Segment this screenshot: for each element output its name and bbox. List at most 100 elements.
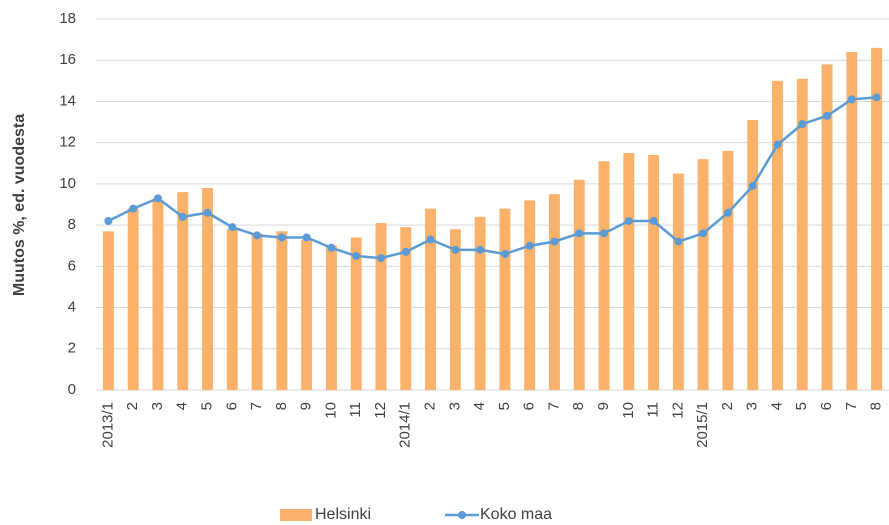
y-tick-label: 16 [59, 51, 76, 68]
line-marker [550, 237, 559, 246]
bar [102, 231, 114, 390]
x-tick-label: 11 [347, 402, 364, 418]
bar [598, 161, 610, 390]
bar [325, 245, 337, 390]
line-marker [451, 245, 460, 254]
x-tick-label: 6 [223, 402, 240, 410]
bar [276, 231, 288, 390]
x-tick-label: 7 [843, 402, 860, 410]
x-tick-label: 11 [645, 402, 662, 418]
bar [672, 173, 684, 390]
legend-label: Helsinki [315, 506, 371, 523]
x-tick-label: 4 [768, 402, 785, 410]
line-marker [104, 216, 113, 225]
line-marker [327, 243, 336, 252]
bar [127, 208, 139, 390]
line [107, 96, 877, 260]
x-tick-label: 2014/1 [397, 402, 414, 448]
x-tick-label: 2 [422, 402, 439, 410]
x-tick-label: 9 [595, 402, 612, 410]
line-marker [699, 229, 708, 238]
bar [871, 47, 883, 390]
line-marker [649, 216, 658, 225]
x-tick-label: 3 [149, 402, 166, 410]
x-tick-label: 6 [818, 402, 835, 410]
line-marker [575, 229, 584, 238]
bar [375, 223, 387, 390]
x-tick-label: 12 [372, 402, 389, 419]
y-tick-label: 10 [59, 175, 76, 192]
line-marker [178, 212, 187, 221]
x-tick-label: 8 [273, 402, 290, 410]
x-tick-label: 5 [793, 402, 810, 410]
line-marker [748, 181, 757, 190]
bar [425, 208, 436, 390]
line-marker [129, 204, 138, 213]
legend-swatch [280, 509, 312, 521]
bar [697, 159, 709, 390]
x-tick-label: 8 [570, 402, 587, 410]
x-tick-label: 4 [471, 402, 488, 410]
x-tick-label: 2 [124, 402, 141, 410]
bar [152, 200, 164, 390]
x-tick-label: 2 [719, 402, 736, 410]
y-tick-label: 4 [68, 299, 76, 316]
x-tick-label: 7 [545, 402, 562, 410]
line-marker [600, 229, 609, 238]
line-marker [376, 254, 385, 263]
y-tick-label: 2 [68, 340, 76, 357]
y-tick-label: 8 [68, 216, 76, 233]
bar [301, 239, 313, 390]
y-tick-label: 0 [68, 381, 76, 398]
bar [821, 64, 833, 390]
line-marker [525, 241, 534, 250]
x-tick-label: 2015/1 [694, 402, 711, 448]
line-marker [401, 247, 410, 256]
bar [251, 233, 263, 390]
x-tick-label: 8 [868, 402, 885, 410]
bar [747, 119, 759, 390]
bar [226, 229, 238, 390]
x-tick-label: 3 [446, 402, 463, 410]
bar [772, 80, 783, 390]
line-marker [277, 233, 286, 242]
y-tick-label: 14 [59, 92, 76, 109]
x-tick-label: 10 [620, 402, 637, 419]
y-tick-label: 6 [68, 257, 76, 274]
line-marker [426, 235, 435, 244]
x-tick-label: 12 [669, 402, 686, 419]
x-tick-label: 5 [496, 402, 513, 410]
x-tick-label: 3 [744, 402, 761, 410]
bar [474, 216, 486, 390]
bar [350, 237, 362, 390]
bar [573, 179, 585, 390]
bar [549, 194, 560, 390]
y-axis-title: Muutos %, ed. vuodesta [11, 114, 28, 296]
line-marker [302, 233, 311, 242]
line-marker [723, 208, 732, 217]
bar [202, 188, 213, 390]
bar [648, 155, 660, 390]
line-marker [624, 216, 633, 225]
line-marker [773, 140, 782, 149]
line-marker [823, 111, 832, 120]
line-marker [847, 95, 856, 104]
x-tick-label: 6 [521, 402, 538, 410]
x-tick-label: 4 [174, 402, 191, 410]
x-tick-label: 5 [198, 402, 215, 410]
bar [796, 78, 808, 391]
bar [524, 200, 536, 390]
line-marker [798, 120, 807, 129]
bar [400, 227, 412, 390]
bar [499, 208, 511, 390]
y-tick-label: 18 [59, 10, 76, 27]
line-marker [203, 208, 212, 217]
line-marker [500, 249, 509, 258]
bar [846, 51, 858, 390]
y-tick-label: 12 [59, 134, 76, 151]
bar [722, 150, 734, 390]
legend-swatch [458, 511, 466, 519]
line-marker [674, 237, 683, 246]
x-tick-label: 10 [322, 402, 339, 419]
line-marker [253, 231, 262, 240]
